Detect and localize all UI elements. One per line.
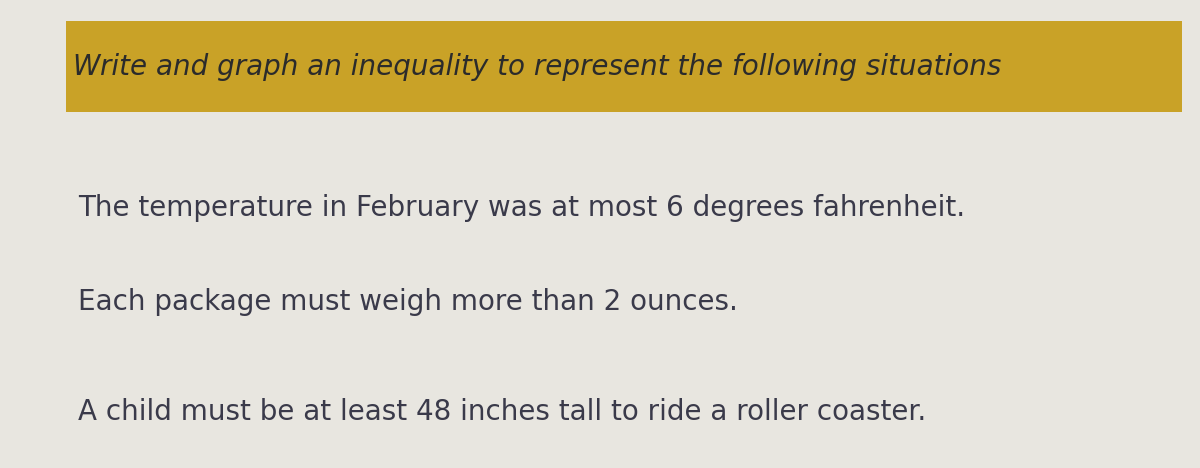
Text: A child must be at least 48 inches tall to ride a roller coaster.: A child must be at least 48 inches tall … — [78, 398, 926, 426]
Text: Each package must weigh more than 2 ounces.: Each package must weigh more than 2 ounc… — [78, 288, 738, 316]
Text: Write and graph an inequality to represent the following situations: Write and graph an inequality to represe… — [73, 53, 1002, 80]
FancyBboxPatch shape — [66, 21, 1182, 112]
Text: The temperature in February was at most 6 degrees fahrenheit.: The temperature in February was at most … — [78, 194, 965, 222]
